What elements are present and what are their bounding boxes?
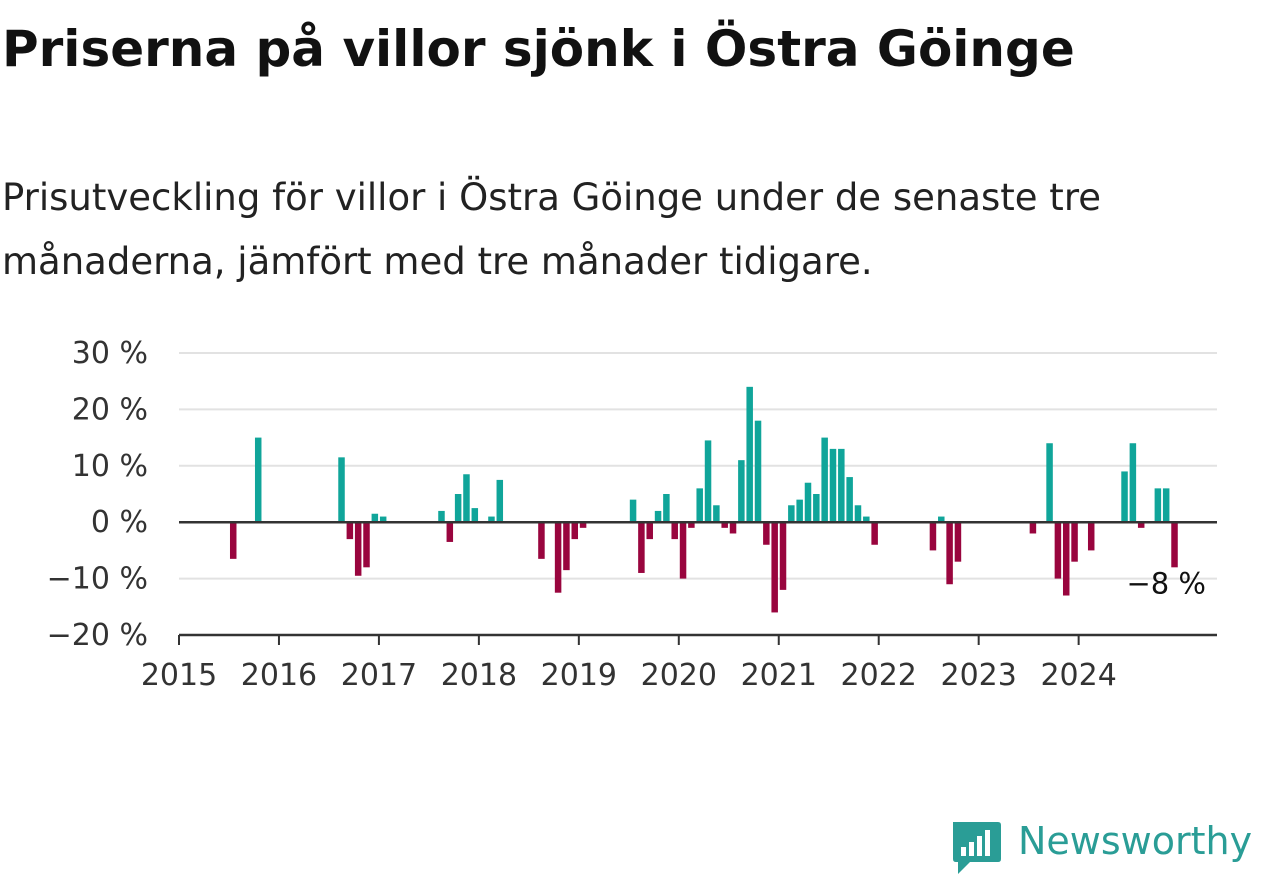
bar [938, 516, 945, 523]
bar [346, 522, 354, 540]
bars [229, 386, 1178, 613]
bar [696, 488, 703, 523]
bar [471, 508, 479, 523]
bar [804, 482, 812, 523]
bar [763, 522, 770, 545]
bar [946, 522, 953, 585]
newsworthy-logo: Newsworthy [950, 817, 1252, 879]
x-axis-labels: 2015 2016 2017 2018 2019 2020 2021 2022 2023 2024 [141, 658, 1117, 693]
bar [721, 522, 728, 528]
bar [729, 522, 737, 534]
bar [771, 522, 778, 613]
bar [871, 522, 878, 545]
bar [363, 522, 370, 568]
bar [1154, 488, 1162, 523]
bar [496, 479, 504, 523]
bar [371, 513, 379, 523]
bar [688, 522, 695, 528]
y-tick-label: −20 % [47, 618, 148, 653]
bar [379, 516, 387, 523]
bar [821, 437, 828, 523]
bar [1054, 522, 1062, 579]
bar [1137, 522, 1145, 528]
bar [1171, 522, 1178, 568]
bar [254, 437, 262, 523]
x-tick-label: 2015 [141, 658, 217, 693]
bar [1162, 488, 1170, 523]
x-tick-label: 2018 [441, 658, 517, 693]
x-tick-label: 2017 [341, 658, 417, 693]
bar [454, 494, 462, 523]
bar [954, 522, 962, 562]
bar [1062, 522, 1070, 596]
last-value-label: −8 % [1126, 566, 1206, 600]
bar [1029, 522, 1037, 534]
bar [929, 522, 937, 551]
y-axis-labels: 30 % 20 % 10 % 0 % −10 % −20 % [47, 336, 148, 653]
bar [563, 522, 570, 571]
bar [338, 457, 345, 523]
y-tick-label: 0 % [91, 505, 148, 540]
bar [1087, 522, 1095, 551]
bar [229, 522, 237, 559]
bar [446, 522, 454, 542]
bar [754, 420, 762, 523]
y-tick-label: 30 % [72, 336, 148, 371]
bar [829, 448, 837, 523]
y-tick-label: 10 % [72, 449, 148, 484]
bar [846, 477, 853, 523]
bar [438, 510, 445, 523]
x-tick-label: 2023 [941, 658, 1017, 693]
bar [579, 522, 587, 528]
bar [654, 510, 662, 523]
bar [638, 522, 645, 573]
gridlines [179, 352, 1217, 580]
x-tick-label: 2020 [641, 658, 717, 693]
bar [713, 505, 720, 523]
bar-chart: 30 %20 %10 %0 %−10 %−20 % 2015 2016 2017 20… [47, 336, 1217, 693]
y-tick-label: 20 % [72, 392, 148, 427]
brand-name: Newsworthy [1018, 819, 1253, 863]
bar [863, 516, 870, 523]
bar [354, 522, 362, 576]
bar [646, 522, 653, 540]
bar [463, 474, 470, 523]
bar [738, 460, 745, 523]
x-tick-label: 2019 [541, 658, 617, 693]
bar [1129, 443, 1137, 523]
x-tick-label: 2016 [241, 658, 317, 693]
x-tick-label: 2024 [1040, 658, 1116, 693]
bar [854, 505, 862, 523]
chart-subtitle: Prisutveckling för villor i Östra Göinge… [2, 176, 1101, 283]
bar [1046, 443, 1053, 523]
bar [779, 522, 787, 590]
newsworthy-logo-icon [953, 822, 1001, 874]
x-tick-label: 2021 [741, 658, 817, 693]
bar [788, 505, 795, 523]
bar [838, 448, 845, 523]
chart-title: Priserna på villor sjönk i Östra Göinge [2, 20, 1075, 78]
bar [554, 522, 562, 593]
bar [813, 494, 820, 523]
bar [1071, 522, 1078, 562]
bar [538, 522, 545, 559]
axes [178, 520, 1217, 645]
bar [704, 440, 712, 523]
x-tick-label: 2022 [841, 658, 917, 693]
bar [629, 499, 637, 523]
bar [679, 522, 687, 579]
bar [488, 516, 495, 523]
bar [571, 522, 579, 540]
y-tick-label: −10 % [47, 562, 148, 597]
bar [746, 386, 753, 523]
bar [671, 522, 678, 540]
bar [1121, 471, 1128, 523]
bar [796, 499, 803, 523]
bar [663, 494, 670, 523]
